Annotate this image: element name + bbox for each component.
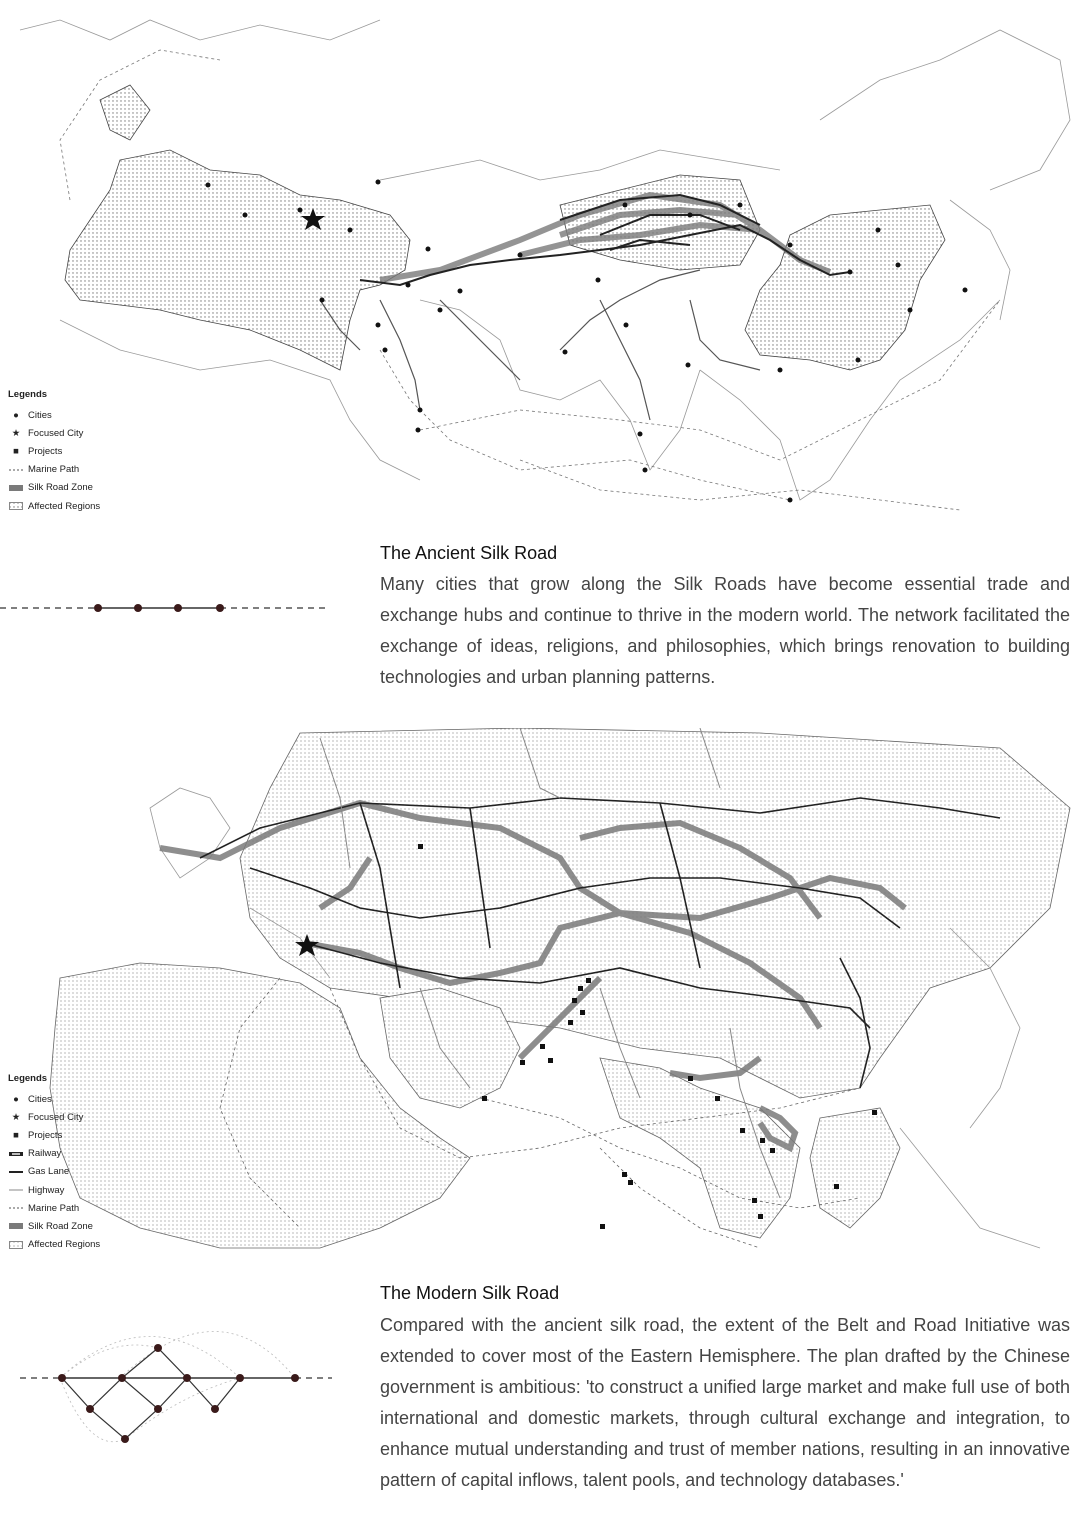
focused-city-star: [301, 208, 325, 230]
star-icon: ★: [11, 427, 21, 439]
railway-line-icon: [8, 1151, 24, 1157]
legend-item-affected-regions: Affected Regions: [8, 1236, 100, 1254]
modern-silk-road-map: [49, 728, 1071, 1249]
coastlines: [19, 19, 1071, 501]
highway-line-icon: [8, 1188, 24, 1192]
legend-item-focused-city: ★ Focused City: [8, 1108, 100, 1126]
square-icon: ■: [13, 1129, 19, 1141]
gas-line-icon: [8, 1170, 24, 1174]
silk-road-zone: [379, 191, 832, 283]
legend-item-projects: ■ Projects: [8, 442, 100, 460]
legend-item-cities: ● Cities: [8, 1090, 100, 1108]
star-icon: ★: [11, 1111, 21, 1123]
zone-swatch-icon: [8, 484, 24, 491]
zone-swatch-icon: [8, 1223, 24, 1230]
land-routes: [359, 193, 851, 287]
marine-paths: [59, 49, 1001, 511]
marine-paths: [219, 977, 861, 1249]
silk-road-zone: [159, 799, 907, 1153]
coastlines: [149, 787, 1041, 1249]
modern-network-diagram: [20, 1331, 332, 1443]
dot-icon: ●: [13, 409, 19, 421]
legend-item-marine-path: Marine Path: [8, 1199, 100, 1217]
legend-item-railway: Railway: [8, 1145, 100, 1163]
legend-item-silk-road-zone: Silk Road Zone: [8, 1217, 100, 1235]
legend-title: Legends: [8, 1073, 48, 1084]
ancient-section-body: Many cities that grow along the Silk Roa…: [380, 574, 1070, 687]
focused-city-star: [295, 934, 319, 956]
modern-map-legend: Legends ● Cities ★ Focused City ■ Projec…: [8, 1073, 100, 1254]
affected-regions: [64, 84, 946, 371]
legend-item-highway: Highway: [8, 1181, 100, 1199]
dotted-swatch-icon: [8, 1240, 24, 1249]
modern-section-title: The Modern Silk Road: [380, 1283, 560, 1303]
legend-item-affected-regions: Affected Regions: [8, 497, 100, 515]
legend-item-marine-path: Marine Path: [8, 461, 100, 479]
dot-icon: ●: [13, 1093, 19, 1105]
cities: [205, 179, 968, 503]
dashed-line-icon: [8, 1206, 24, 1210]
ancient-silk-road-map: [19, 19, 1071, 511]
modern-section-body: Compared with the ancient silk road, the…: [380, 1315, 1070, 1490]
dotted-swatch-icon: [8, 502, 24, 511]
legend-item-gas-lane: Gas Lane: [8, 1163, 100, 1181]
projects: [418, 844, 877, 1229]
ancient-network-diagram: [0, 604, 330, 612]
legend-item-cities: ● Cities: [8, 406, 100, 424]
secondary-routes: [319, 269, 761, 421]
highways: [319, 728, 781, 1199]
legend-item-projects: ■ Projects: [8, 1126, 100, 1144]
ancient-section-title: The Ancient Silk Road: [380, 543, 558, 563]
legend-item-focused-city: ★ Focused City: [8, 424, 100, 442]
affected-regions: [49, 728, 1071, 1249]
legend-title: Legends: [8, 389, 48, 400]
legend-item-silk-road-zone: Silk Road Zone: [8, 479, 100, 497]
dashed-line-icon: [8, 468, 24, 472]
railways: [199, 797, 1001, 1089]
ancient-map-legend: Legends ● Cities ★ Focused City ■ Projec…: [8, 389, 100, 515]
square-icon: ■: [13, 445, 19, 457]
